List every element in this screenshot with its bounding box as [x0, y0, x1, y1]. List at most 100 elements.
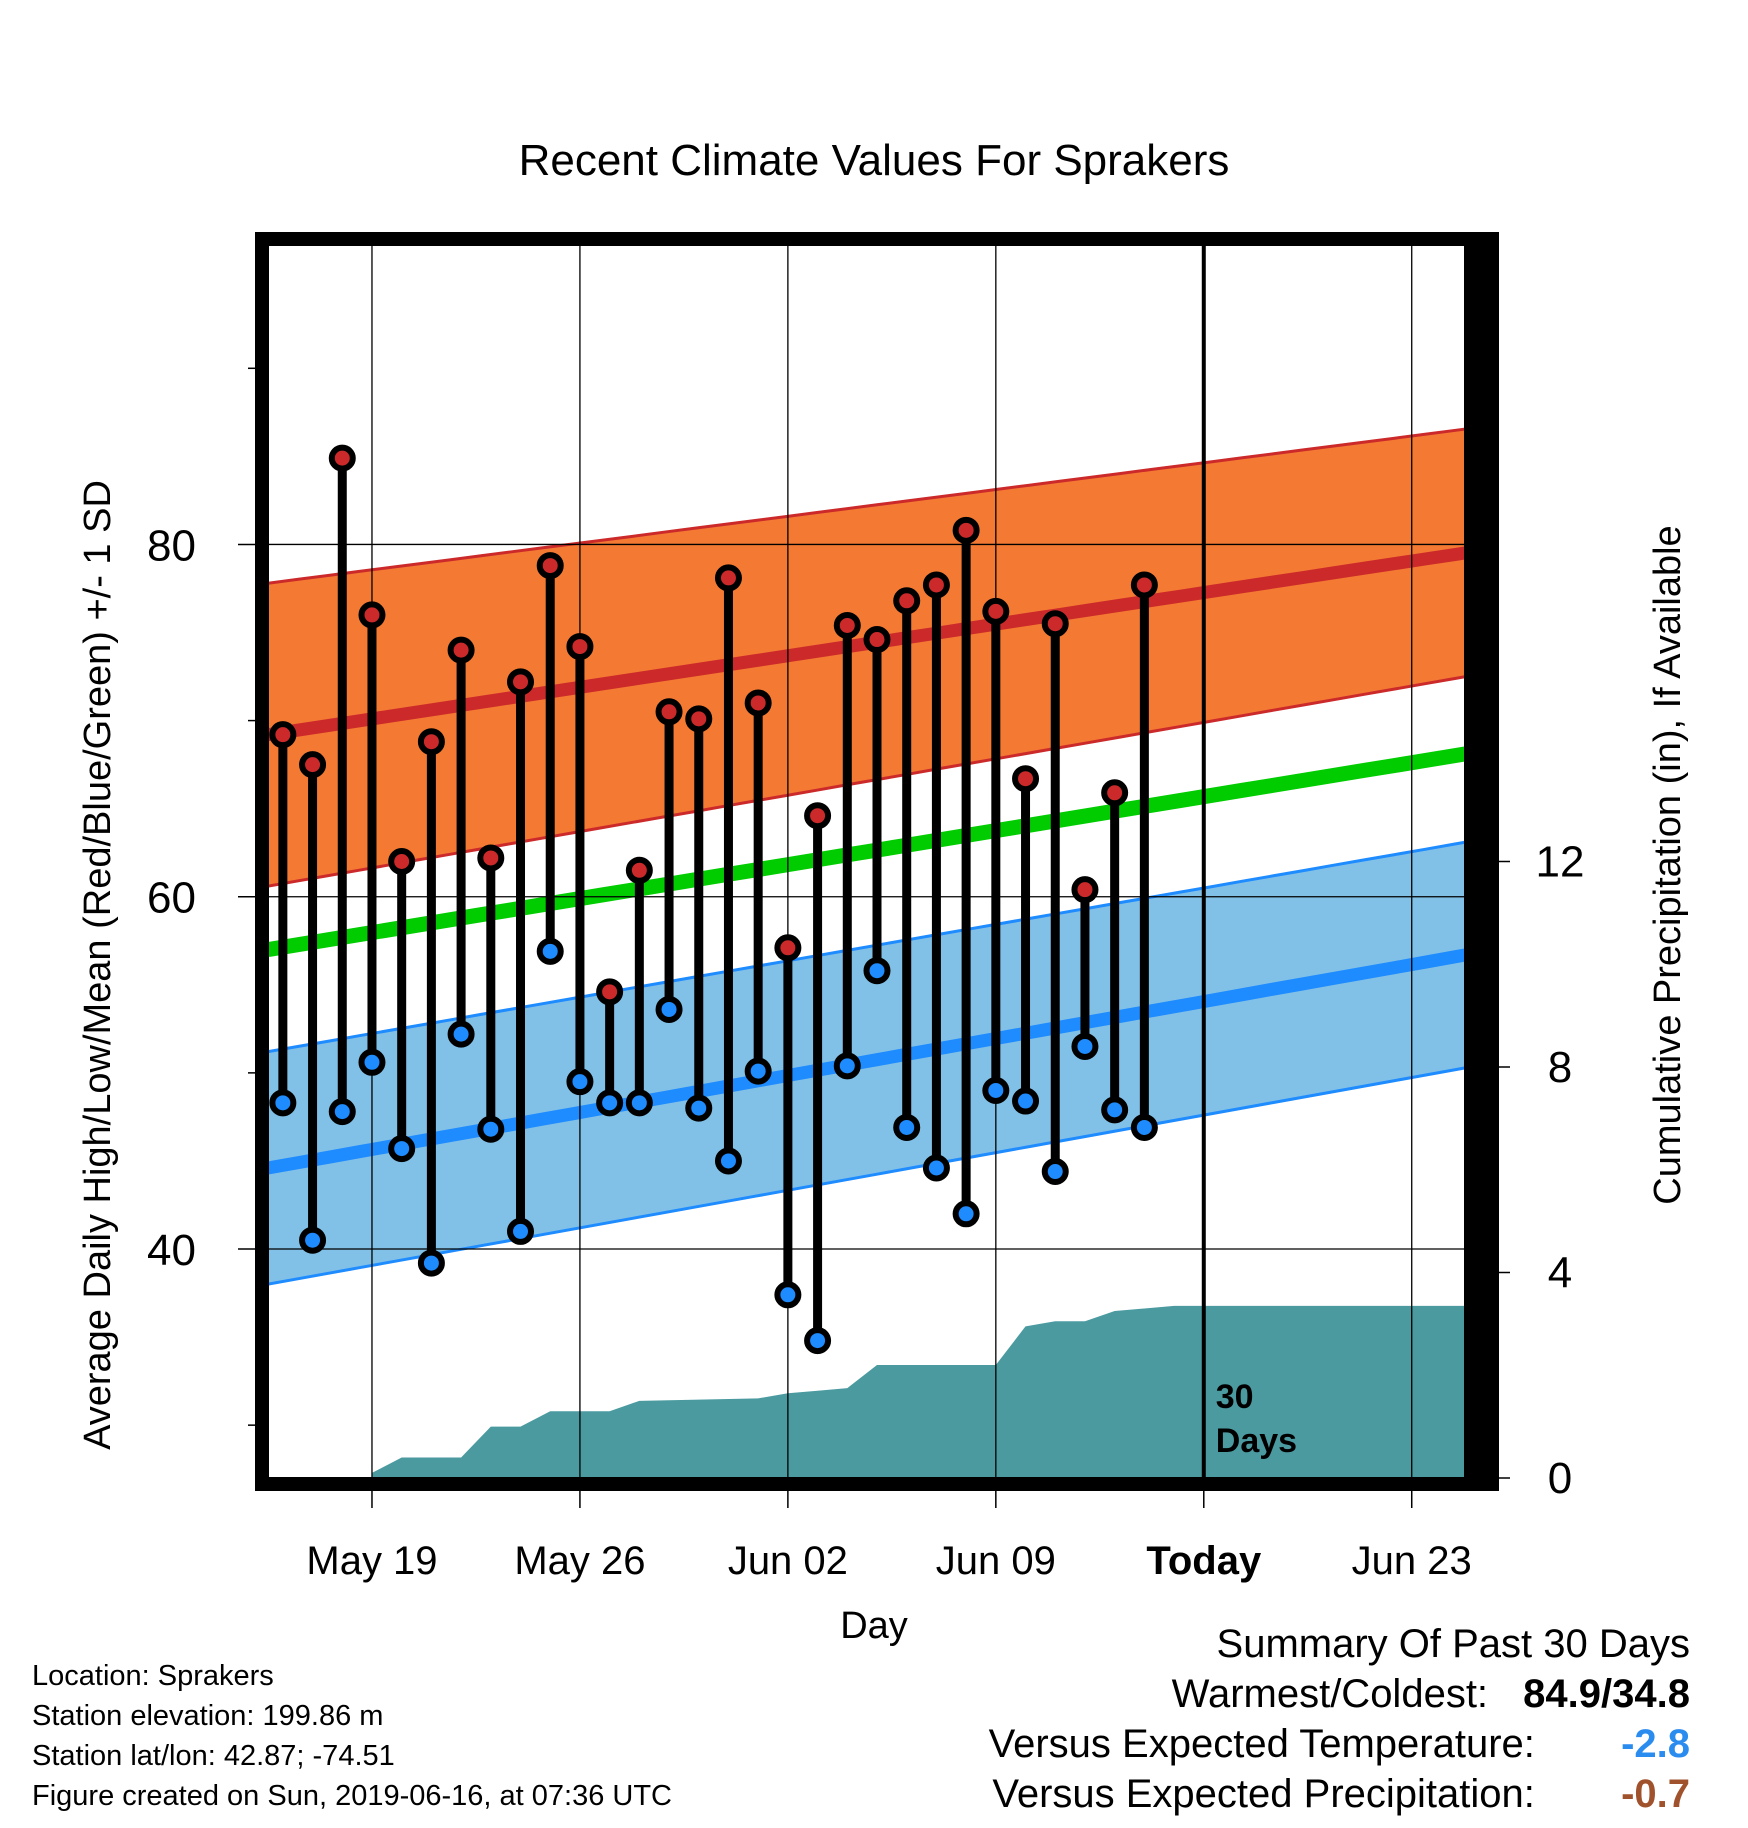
- daily-high-point: [596, 978, 624, 1006]
- summary-temp: Versus Expected Temperature: -2.8: [989, 1722, 1690, 1767]
- daily-low-point: [566, 1068, 594, 1096]
- precipitation-area: [268, 1305, 1486, 1478]
- warm-cold-label: Warmest/Coldest:: [1171, 1672, 1489, 1716]
- daily-high-point: [625, 856, 653, 884]
- daily-high-point: [1130, 571, 1158, 599]
- today-label-line1: 30: [1216, 1378, 1254, 1416]
- daily-low-point: [507, 1217, 535, 1245]
- daily-high-point: [417, 728, 445, 756]
- daily-low-point: [269, 1089, 297, 1117]
- daily-bars: [269, 444, 1158, 1355]
- daily-low-point: [388, 1135, 416, 1163]
- x-axis-label: Day: [840, 1605, 908, 1647]
- daily-high-point: [507, 668, 535, 696]
- x-tick-label: May 26: [514, 1539, 645, 1583]
- summary-warm-cold: Warmest/Coldest: 84.9/34.8: [1172, 1672, 1690, 1717]
- daily-low-point: [536, 937, 564, 965]
- x-tick-label: Today: [1146, 1539, 1262, 1583]
- daily-low-point: [1041, 1158, 1069, 1186]
- daily-low-point: [833, 1052, 861, 1080]
- plot-frame-right-edge: [1464, 239, 1492, 1484]
- daily-high-point: [863, 626, 891, 654]
- daily-low-point: [685, 1094, 713, 1122]
- daily-low-point: [744, 1057, 772, 1085]
- low-band-lower: [268, 1062, 1486, 1286]
- daily-low-point: [477, 1115, 505, 1143]
- daily-high-point: [1012, 765, 1040, 793]
- warm-cold-value: 84.9/34.8: [1523, 1672, 1690, 1716]
- y-tick-label: 60: [147, 874, 196, 923]
- daily-low-point: [655, 995, 683, 1023]
- daily-low-point: [1101, 1096, 1129, 1124]
- daily-low-point: [804, 1327, 832, 1355]
- daily-high-point: [1071, 876, 1099, 904]
- daily-low-point: [982, 1076, 1010, 1104]
- y-axis: 40 60 80: [147, 367, 260, 1426]
- elevation-text: Station elevation: 199.86 m: [32, 1700, 384, 1732]
- daily-low-point: [1130, 1113, 1158, 1141]
- daily-low-point: [1071, 1032, 1099, 1060]
- location-text: Location: Sprakers: [32, 1660, 274, 1692]
- daily-high-point: [269, 721, 297, 749]
- latlon-text: Station lat/lon: 42.87; -74.51: [32, 1740, 395, 1772]
- daily-low-point: [774, 1281, 802, 1309]
- daily-high-point: [477, 844, 505, 872]
- x-tick-label: May 19: [306, 1539, 437, 1583]
- daily-high-point: [388, 848, 416, 875]
- y2-tick-label: 0: [1548, 1454, 1572, 1503]
- precip-value: -0.7: [1621, 1772, 1690, 1816]
- daily-low-point: [358, 1048, 386, 1076]
- chart-title: Recent Climate Values For Sprakers: [519, 136, 1230, 185]
- daily-high-point: [566, 633, 594, 661]
- y2-axis: 0 4 8 12: [1492, 838, 1585, 1503]
- plot-area: 30 Days 40 60 80 0 4 8 12 May 19 May 26 Jun 02 Jun 0…: [147, 232, 1585, 1583]
- y-tick-label: 40: [147, 1226, 196, 1275]
- daily-high-point: [833, 611, 861, 639]
- y-axis-label: Average Daily High/Low/Mean (Red/Blue/Gr…: [77, 480, 119, 1450]
- temp-label: Versus Expected Temperature:: [988, 1722, 1535, 1766]
- daily-high-point: [744, 689, 772, 717]
- daily-low-point: [714, 1147, 742, 1175]
- daily-high-point: [358, 601, 386, 629]
- daily-high-point: [893, 587, 921, 615]
- summary-precip: Versus Expected Precipitation: -0.7: [992, 1772, 1690, 1817]
- x-tick-label: Jun 02: [728, 1539, 848, 1583]
- daily-high-point: [1041, 610, 1069, 638]
- daily-high-point: [655, 698, 683, 726]
- y2-axis-label: Cumulative Precipitation (in), If Availa…: [1647, 525, 1689, 1204]
- daily-low-point: [863, 957, 891, 985]
- x-tick-label: Jun 09: [936, 1539, 1056, 1583]
- y2-tick-label: 4: [1548, 1249, 1572, 1298]
- y-tick-label: 80: [147, 521, 196, 570]
- x-axis: May 19 May 26 Jun 02 Jun 09 Today Jun 23: [306, 1486, 1472, 1583]
- daily-low-point: [625, 1089, 653, 1117]
- daily-high-point: [328, 444, 356, 472]
- daily-high-point: [714, 564, 742, 592]
- x-tick-label: Jun 23: [1352, 1539, 1472, 1583]
- daily-low-point: [299, 1226, 327, 1254]
- temp-value: -2.8: [1621, 1722, 1690, 1766]
- daily-high-point: [685, 705, 713, 733]
- daily-high-point: [922, 571, 950, 599]
- daily-low-point: [952, 1200, 980, 1228]
- daily-low-point: [922, 1154, 950, 1182]
- daily-high-point: [952, 516, 980, 544]
- y2-tick-label: 12: [1536, 838, 1585, 887]
- daily-high-point: [1101, 779, 1129, 807]
- today-label-line2: Days: [1216, 1422, 1297, 1460]
- daily-high-point: [982, 597, 1010, 625]
- daily-high-point: [447, 636, 475, 664]
- daily-low-point: [447, 1020, 475, 1048]
- daily-low-point: [893, 1113, 921, 1141]
- high-band-upper: [268, 424, 1486, 585]
- daily-low-point: [1012, 1087, 1040, 1115]
- daily-high-point: [804, 802, 832, 830]
- precip-label: Versus Expected Precipitation:: [992, 1772, 1535, 1816]
- daily-low-point: [417, 1249, 445, 1277]
- daily-low-point: [328, 1098, 356, 1126]
- daily-high-point: [299, 751, 327, 779]
- created-text: Figure created on Sun, 2019-06-16, at 07…: [32, 1780, 672, 1812]
- y2-tick-label: 8: [1548, 1043, 1572, 1092]
- summary-heading: Summary Of Past 30 Days: [1216, 1622, 1690, 1666]
